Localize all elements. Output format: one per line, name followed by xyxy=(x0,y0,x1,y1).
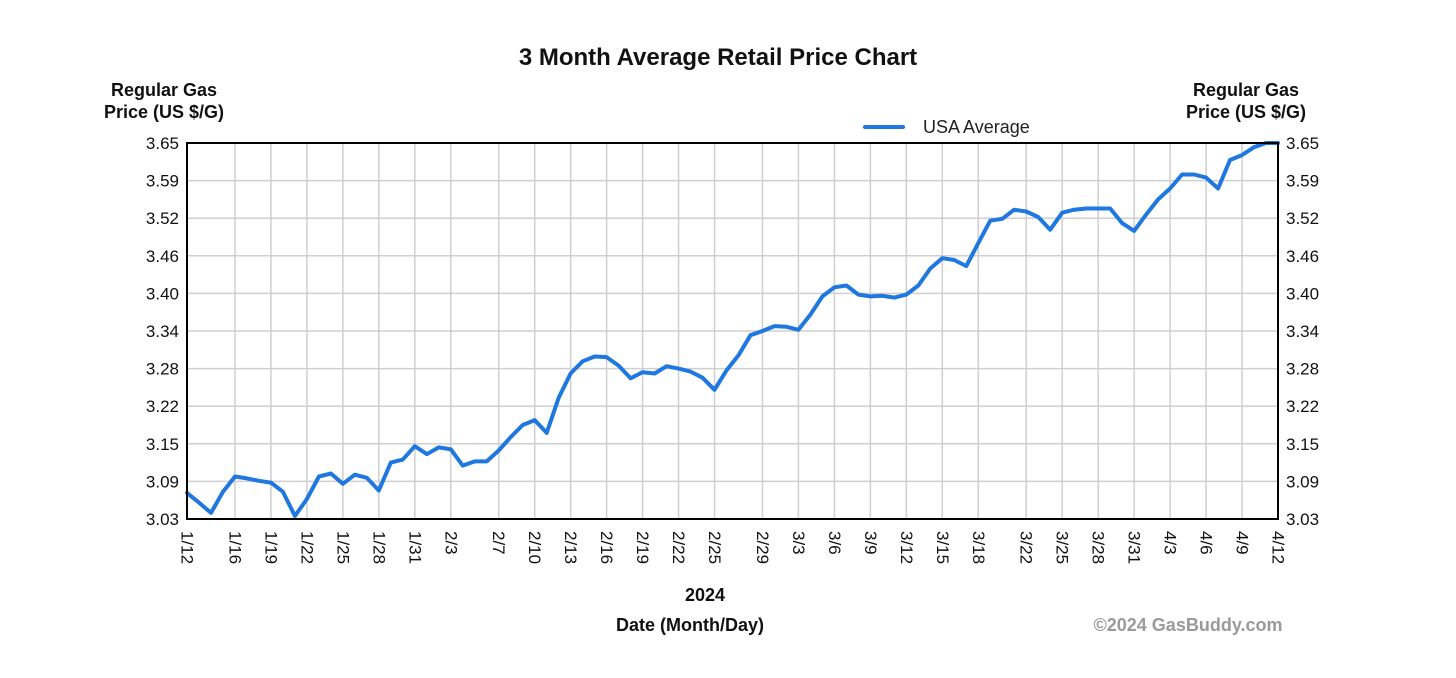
y-tick-label-right: 3.28 xyxy=(1286,360,1319,379)
y-tick-label-left: 3.40 xyxy=(146,284,179,303)
x-tick-label: 3/31 xyxy=(1125,531,1144,564)
x-tick-label: 2/7 xyxy=(489,531,508,555)
x-axis-year-label: 2024 xyxy=(685,585,725,605)
plot-frame xyxy=(186,142,1279,520)
y-tick-label-left: 3.22 xyxy=(146,397,179,416)
x-tick-label: 4/9 xyxy=(1233,531,1252,555)
legend-label: USA Average xyxy=(923,117,1030,137)
x-tick-label: 2/25 xyxy=(705,531,724,564)
series-line-usa-average xyxy=(185,141,1280,518)
x-tick-label: 3/28 xyxy=(1089,531,1108,564)
x-tick-labels: 1/12 1/16 1/19 1/22 1/25 1/28 1/31 2/3 2/7 2/10 2/… xyxy=(178,531,1288,564)
y-tick-label-left: 3.15 xyxy=(146,435,179,454)
y-tick-label-left: 3.59 xyxy=(146,172,179,191)
y-tick-label-right: 3.65 xyxy=(1286,134,1319,153)
y-tick-label-left: 3.28 xyxy=(146,360,179,379)
x-tick-label: 1/28 xyxy=(369,531,388,564)
y-tick-label-right: 3.22 xyxy=(1286,397,1319,416)
x-tick-label: 3/9 xyxy=(861,531,880,555)
legend: USA Average xyxy=(863,117,1030,137)
right-y-axis-title-line-1: Regular Gas xyxy=(1193,80,1299,100)
y-tick-label-right: 3.40 xyxy=(1286,284,1319,303)
x-tick-label: 1/25 xyxy=(333,531,352,564)
chart-title: 3 Month Average Retail Price Chart xyxy=(519,44,917,71)
x-axis-title: Date (Month/Day) xyxy=(616,615,764,635)
x-tick-label: 3/18 xyxy=(969,531,988,564)
y-tick-label-right: 3.03 xyxy=(1286,510,1319,529)
x-tick-label: 3/25 xyxy=(1053,531,1072,564)
x-tick-label: 4/6 xyxy=(1197,531,1216,555)
y-tick-label-left: 3.46 xyxy=(146,247,179,266)
y-tick-label-left: 3.34 xyxy=(146,322,179,341)
x-tick-label: 3/3 xyxy=(789,531,808,555)
x-tick-label: 2/10 xyxy=(525,531,544,564)
series-layer xyxy=(185,141,1280,518)
right-y-axis-title-line-2: Price (US $/G) xyxy=(1186,102,1306,122)
x-tick-label: 4/3 xyxy=(1161,531,1180,555)
x-tick-label: 2/13 xyxy=(561,531,580,564)
y-tick-label-right: 3.59 xyxy=(1286,172,1319,191)
y-tick-label-right: 3.52 xyxy=(1286,209,1319,228)
x-tick-label: 2/29 xyxy=(753,531,772,564)
x-tick-label: 3/15 xyxy=(933,531,952,564)
copyright-text: ©2024 GasBuddy.com xyxy=(1094,615,1283,635)
y-tick-label-left: 3.65 xyxy=(146,134,179,153)
x-tick-label: 3/12 xyxy=(897,531,916,564)
x-tick-label: 2/3 xyxy=(441,531,460,555)
x-tick-label: 1/16 xyxy=(225,531,244,564)
y-tick-label-left: 3.52 xyxy=(146,209,179,228)
x-tick-label: 3/22 xyxy=(1017,531,1036,564)
x-tick-label: 2/19 xyxy=(633,531,652,564)
y-tick-label-right: 3.09 xyxy=(1286,472,1319,491)
y-tick-label-left: 3.03 xyxy=(146,510,179,529)
x-tick-label: 2/22 xyxy=(669,531,688,564)
x-tick-label: 1/31 xyxy=(405,531,424,564)
x-tick-label: 3/6 xyxy=(825,531,844,555)
x-tick-label: 1/19 xyxy=(261,531,280,564)
left-y-axis-title-line-1: Regular Gas xyxy=(111,80,217,100)
x-tick-label: 2/16 xyxy=(597,531,616,564)
y-tick-labels: 3.65 3.65 3.59 3.59 3.52 3.52 3.46 3.46 3.40 3.40… xyxy=(146,134,1319,529)
y-tick-label-left: 3.09 xyxy=(146,472,179,491)
gridlines xyxy=(187,143,1278,519)
y-tick-label-right: 3.46 xyxy=(1286,247,1319,266)
x-tick-label: 1/12 xyxy=(178,531,197,564)
left-y-axis-title-line-2: Price (US $/G) xyxy=(104,102,224,122)
x-tick-label: 4/12 xyxy=(1269,531,1288,564)
y-tick-label-right: 3.15 xyxy=(1286,435,1319,454)
x-tick-label: 1/22 xyxy=(297,531,316,564)
y-tick-label-right: 3.34 xyxy=(1286,322,1319,341)
